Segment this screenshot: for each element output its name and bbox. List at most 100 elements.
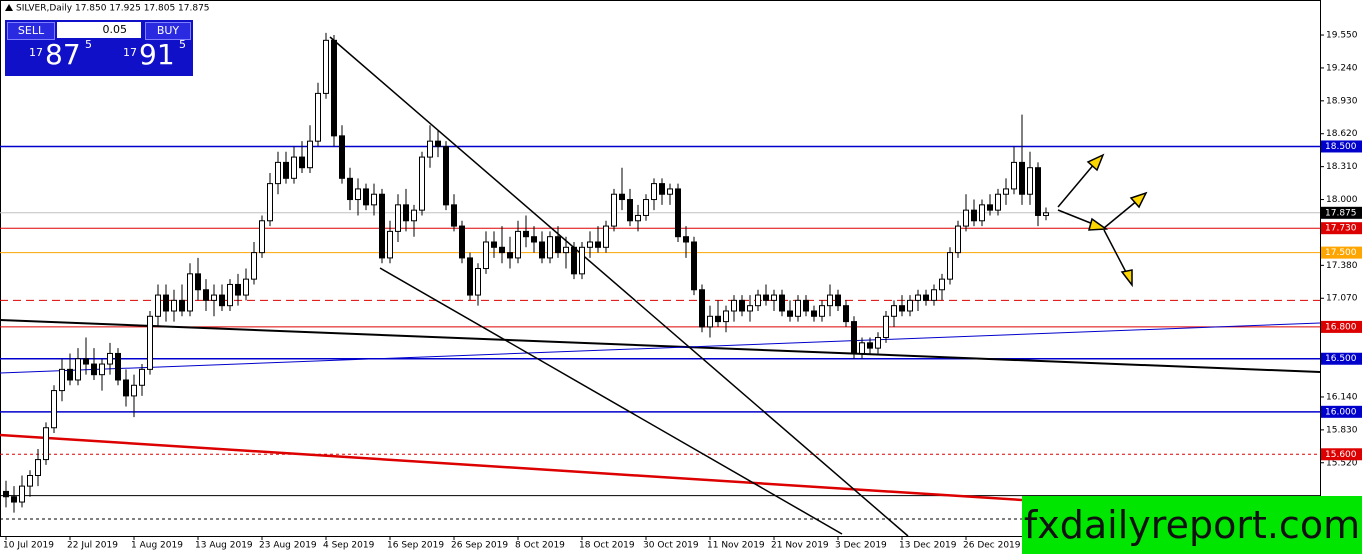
chart-title: SILVER,Daily 17.850 17.925 17.805 17.875 xyxy=(16,4,210,14)
y-tick-label: 15.520 xyxy=(1326,458,1358,468)
candle-body xyxy=(995,193,1001,211)
x-tick-label: 22 Jul 2019 xyxy=(67,541,118,551)
candle-body xyxy=(1019,161,1025,195)
x-tick-label: 1 Aug 2019 xyxy=(131,541,183,551)
candle-body xyxy=(147,315,153,370)
level-label-bg xyxy=(1321,140,1362,153)
candle-body xyxy=(827,294,833,307)
candle-body xyxy=(83,358,89,365)
x-tick-label: 13 Aug 2019 xyxy=(195,541,253,551)
level-label: 17.875 xyxy=(1325,208,1357,218)
candle-body xyxy=(755,294,761,307)
sell-button[interactable]: SELL xyxy=(7,22,55,40)
candle-body xyxy=(987,204,993,211)
lot-input[interactable]: 0.05 xyxy=(57,22,141,38)
candle-body xyxy=(371,193,377,206)
x-tick-label: 3 Dec 2019 xyxy=(835,541,887,551)
candle-body xyxy=(483,241,489,270)
candle-body xyxy=(27,475,33,487)
ask-big: 17 xyxy=(123,46,137,59)
candle-body xyxy=(139,368,145,386)
y-tick-label: 17.380 xyxy=(1326,261,1358,271)
candle-body xyxy=(651,183,657,201)
candle-body xyxy=(299,156,305,169)
candle-body xyxy=(499,246,505,254)
level-label: 16.800 xyxy=(1325,322,1357,332)
candle-body xyxy=(259,220,265,254)
candle-body xyxy=(459,225,465,259)
candle-body xyxy=(659,183,665,195)
candle-body xyxy=(931,289,937,301)
candle-body xyxy=(123,379,129,397)
candle-body xyxy=(59,368,65,392)
candle-body xyxy=(867,342,873,349)
candle-body xyxy=(107,352,113,365)
candle-body xyxy=(571,246,577,275)
candle-body xyxy=(443,145,449,206)
x-tick-label: 10 Jul 2019 xyxy=(3,541,54,551)
candle-body xyxy=(1043,212,1049,216)
candle-body xyxy=(67,368,73,381)
level-label: 15.600 xyxy=(1325,450,1357,460)
candle-body xyxy=(19,485,25,503)
level-label: 17.500 xyxy=(1325,248,1357,258)
candle-body xyxy=(515,230,521,259)
candle-body xyxy=(91,363,97,376)
trade-panel: SELL 0.05 BUY 17 87 5 17 91 5 xyxy=(5,20,193,76)
candle-body xyxy=(419,156,425,211)
candle-body xyxy=(3,490,9,498)
buy-button[interactable]: BUY xyxy=(145,22,191,40)
x-tick-label: 23 Aug 2019 xyxy=(259,541,317,551)
candle-body xyxy=(1011,161,1017,190)
x-tick-label: 13 Dec 2019 xyxy=(899,541,957,551)
candle-body xyxy=(451,204,457,227)
candle-body xyxy=(587,241,593,248)
candle-body xyxy=(835,294,841,307)
y-tick-label: 15.830 xyxy=(1326,425,1358,435)
candle-body xyxy=(243,278,249,296)
candle-body xyxy=(899,305,905,312)
candle-body xyxy=(379,193,385,259)
candle-body xyxy=(539,241,545,259)
candle-body xyxy=(947,252,953,280)
candle-body xyxy=(235,283,241,296)
x-tick-label: 4 Sep 2019 xyxy=(323,541,375,551)
y-tick-label: 19.550 xyxy=(1326,31,1358,41)
candle-body xyxy=(11,496,17,503)
candle-body xyxy=(363,188,369,206)
watermark: fxdailyreport.com xyxy=(1022,496,1362,554)
candle-body xyxy=(171,299,177,312)
candle-body xyxy=(115,352,121,381)
candle-body xyxy=(939,278,945,291)
candle-body xyxy=(355,188,361,201)
candle-body xyxy=(691,241,697,291)
bid-sup: 5 xyxy=(85,38,92,51)
candle-body xyxy=(851,321,857,354)
candle-body xyxy=(635,214,641,222)
candle-body xyxy=(611,193,617,227)
candle-body xyxy=(43,427,49,461)
candle-body xyxy=(523,230,529,238)
candle-body xyxy=(731,299,737,312)
candle-body xyxy=(971,209,977,222)
candle-body xyxy=(667,188,673,195)
y-tick-label: 17.070 xyxy=(1326,294,1358,304)
candle-body xyxy=(211,294,217,301)
candle-body xyxy=(475,268,481,296)
candle-body xyxy=(739,299,745,312)
candle-body xyxy=(203,289,209,301)
arrows xyxy=(1057,153,1148,288)
candle-body xyxy=(467,257,473,296)
candle-body xyxy=(915,294,921,301)
y-tick-label: 16.140 xyxy=(1326,392,1358,402)
level-label-bg xyxy=(1321,320,1362,333)
bid-big: 17 xyxy=(29,46,43,59)
candle-body xyxy=(795,299,801,317)
candle-body xyxy=(811,310,817,317)
candle-body xyxy=(1035,167,1041,216)
candle-body xyxy=(35,459,41,477)
candle-body xyxy=(787,310,793,317)
candle-body xyxy=(859,342,865,354)
